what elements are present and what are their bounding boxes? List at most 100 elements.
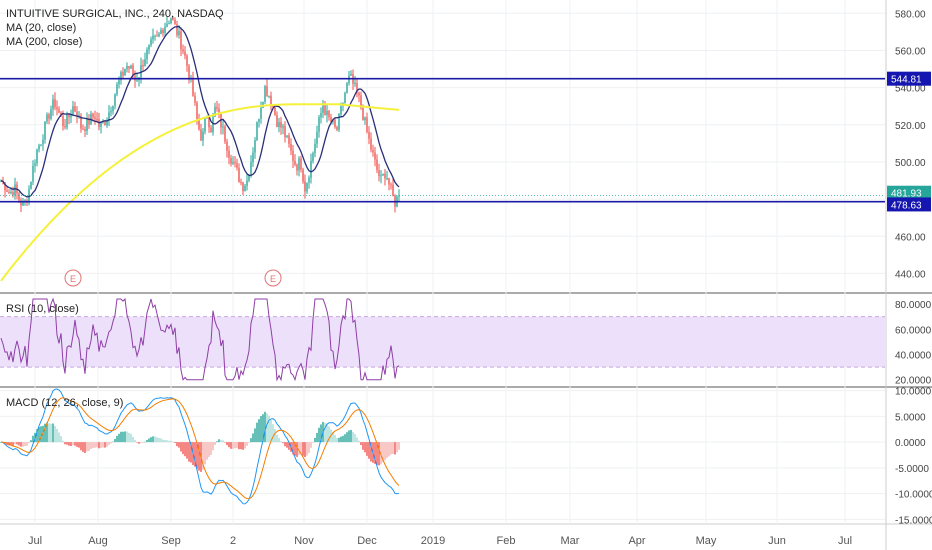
macd-histogram-bar <box>294 442 296 456</box>
macd-histogram-bar <box>340 436 342 443</box>
macd-histogram-bar <box>396 442 398 453</box>
macd-histogram-bar <box>288 442 290 450</box>
macd-histogram-bar <box>52 423 54 443</box>
macd-histogram-bar <box>220 440 222 443</box>
macd-histogram-bar <box>358 440 360 443</box>
candle-body <box>250 162 252 176</box>
macd-histogram-bar <box>76 442 78 447</box>
macd-histogram-bar <box>334 435 336 443</box>
candle-body <box>120 72 122 81</box>
candle-body <box>180 31 182 50</box>
macd-histogram-bar <box>26 442 28 446</box>
candle-body <box>350 74 352 76</box>
candle-body <box>66 114 68 128</box>
candle-body <box>108 112 110 120</box>
candle-body <box>326 110 328 116</box>
candle-body <box>36 149 38 164</box>
macd-histogram-bar <box>56 428 58 443</box>
macd-histogram-bar <box>260 416 262 443</box>
macd-histogram-bar <box>152 436 154 443</box>
macd-histogram-bar <box>250 438 252 443</box>
ma200-legend: MA (200, close) <box>6 36 83 48</box>
candle-body <box>162 29 164 34</box>
candle-body <box>214 106 216 117</box>
macd-histogram-bar <box>284 442 286 447</box>
macd-histogram-bar <box>398 442 400 450</box>
candle-body <box>322 105 324 114</box>
candle-body <box>146 49 148 60</box>
macd-histogram-bar <box>176 442 178 447</box>
candle-body <box>236 163 238 168</box>
candle-body <box>52 99 54 110</box>
candle-body <box>88 117 90 125</box>
macd-histogram-bar <box>378 442 380 466</box>
candle-body <box>324 105 326 116</box>
candle-body <box>336 126 338 130</box>
macd-histogram-bar <box>184 442 186 457</box>
macd-histogram-bar <box>366 442 368 456</box>
candle-body <box>62 116 64 127</box>
candle-body <box>254 140 256 153</box>
candle-body <box>278 122 280 127</box>
candle-body <box>30 181 32 190</box>
candle-body <box>166 23 168 27</box>
candle-body <box>50 109 52 119</box>
candle-body <box>242 182 244 192</box>
candle-body <box>314 143 316 154</box>
macd-histogram-bar <box>146 439 148 443</box>
rsi-band <box>0 316 885 368</box>
macd-axis-label: -15.0000 <box>895 515 932 526</box>
time-axis-label: Sep <box>161 535 181 547</box>
macd-histogram-bar <box>112 441 114 443</box>
macd-histogram-bar <box>94 442 96 448</box>
macd-histogram-bar <box>390 442 392 455</box>
candle-body <box>268 95 270 97</box>
macd-axis-label: -10.0000 <box>895 490 932 501</box>
macd-histogram-bar <box>150 437 152 443</box>
time-axis-label: 2019 <box>421 535 445 547</box>
macd-histogram-bar <box>392 442 394 454</box>
macd-histogram-bar <box>180 442 182 452</box>
macd-histogram-bar <box>292 442 294 455</box>
candle-body <box>212 116 214 133</box>
candle-body <box>304 181 306 192</box>
candle-body <box>224 126 226 142</box>
candle-body <box>358 92 360 96</box>
macd-histogram-bar <box>166 440 168 443</box>
candle-body <box>246 180 248 186</box>
candle-body <box>264 86 266 102</box>
candle-body <box>106 119 108 126</box>
macd-histogram-bar <box>198 442 200 471</box>
macd-histogram-bar <box>144 441 146 443</box>
macd-axis-label: -5.0000 <box>895 464 929 475</box>
candle-body <box>168 23 170 25</box>
macd-histogram-bar <box>124 431 126 443</box>
candle-body <box>372 149 374 153</box>
earnings-marker <box>64 269 82 287</box>
candle-body <box>384 173 386 179</box>
candle-body <box>306 182 308 192</box>
macd-histogram-bar <box>388 442 390 457</box>
macd-histogram-bar <box>298 442 300 455</box>
candle-body <box>296 164 298 171</box>
macd-histogram-bar <box>154 436 156 443</box>
candle-body <box>92 113 94 118</box>
candle-body <box>96 119 98 121</box>
macd-histogram-bar <box>280 441 282 443</box>
macd-histogram-bar <box>346 432 348 443</box>
candle-body <box>112 105 114 112</box>
candle-body <box>210 127 212 133</box>
macd-histogram-bar <box>216 441 218 443</box>
candle-body <box>266 86 268 97</box>
candle-body <box>84 129 86 132</box>
rsi-axis-label: 80.0000 <box>895 300 932 311</box>
macd-histogram-bar <box>70 442 72 446</box>
candle-body <box>8 191 10 193</box>
macd-histogram-bar <box>140 442 142 443</box>
macd-histogram-bar <box>210 442 212 455</box>
macd-histogram-bar <box>74 442 76 446</box>
candle-body <box>248 175 250 181</box>
macd-histogram-bar <box>50 423 52 443</box>
candle-body <box>122 72 124 76</box>
